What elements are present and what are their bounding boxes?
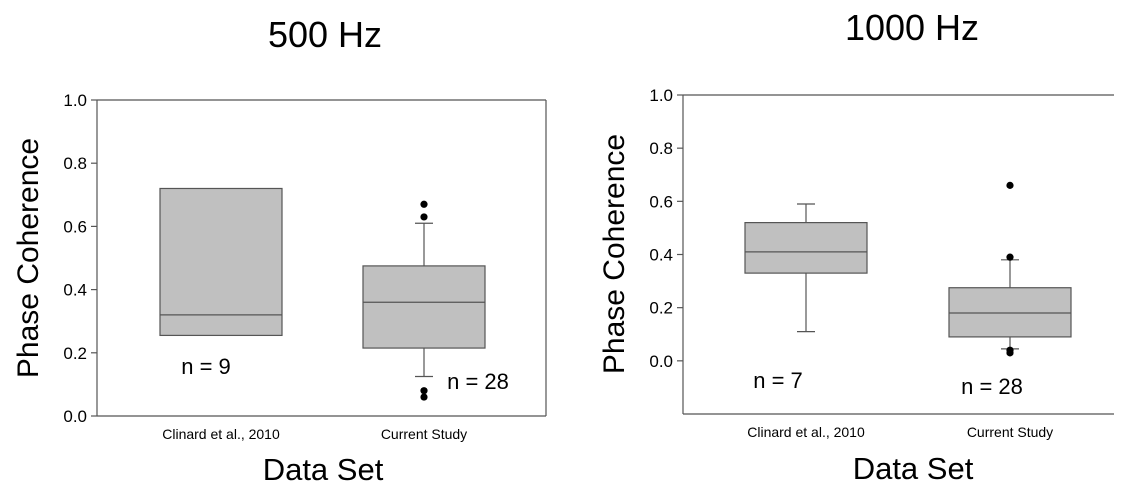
box-group: n = 7 [744,203,868,393]
box [362,265,486,349]
sample-size-label: n = 7 [753,368,803,393]
y-tick-label: 1.0 [63,91,87,110]
x-tick-label: Current Study [967,424,1053,440]
y-tick-label: 0.2 [63,344,87,363]
x-tick-label: Current Study [381,426,467,442]
chart-1: 1000 Hz 0.0 0.2 0.4 0.6 0.8 1.0 Phase Coherence… [598,7,1114,486]
y-tick-label: 0.8 [63,154,87,173]
box-group: n = 28 [948,181,1072,399]
chart-title: 500 Hz [268,14,382,55]
y-axis-title: Phase Coherence [598,134,631,374]
y-tick-label: 0.6 [63,217,87,236]
box-group: n = 9 [159,187,283,379]
sample-size-label: n = 28 [961,374,1023,399]
box [948,287,1072,338]
chart-title: 1000 Hz [845,7,979,48]
sample-size-label: n = 28 [447,369,509,394]
outlier-point [420,213,428,221]
chart-0: 500 Hz 0.0 0.2 0.4 0.6 0.8 1.0 Phase Coherence C… [12,14,547,486]
outlier-point [1006,349,1014,357]
box [744,222,868,274]
x-axis-title: Data Set [853,451,974,486]
sample-size-label: n = 9 [181,354,231,379]
outlier-point [1006,181,1014,189]
box [159,187,283,337]
y-tick-label: 1.0 [649,86,673,105]
y-tick-label: 0.4 [649,246,673,265]
y-tick-label: 0.0 [649,352,673,371]
outlier-point [420,393,428,401]
outlier-point [1006,253,1014,261]
x-tick-label: Clinard et al., 2010 [162,426,280,442]
box-group: n = 28 [362,200,509,401]
x-tick-label: Clinard et al., 2010 [747,424,865,440]
y-tick-label: 0.4 [63,281,87,300]
x-axis-title: Data Set [263,452,384,486]
y-tick-label: 0.0 [63,407,87,426]
y-tick-label: 0.2 [649,299,673,318]
outlier-point [420,200,428,208]
outlier-point [420,387,428,395]
y-tick-label: 0.6 [649,192,673,211]
y-tick-label: 0.8 [649,139,673,158]
y-axis-title: Phase Coherence [12,138,45,378]
